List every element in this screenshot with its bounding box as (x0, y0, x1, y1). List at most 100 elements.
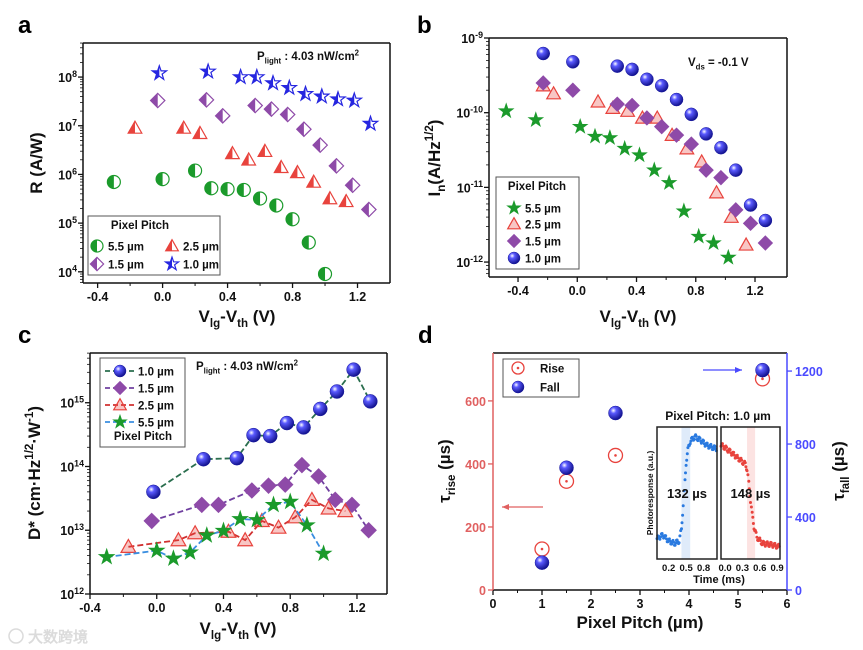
data-point (322, 190, 338, 205)
y-tick-label-part: 14 (74, 458, 84, 468)
legend-label: 5.5 µm (525, 204, 561, 216)
x-tick-label: 1.2 (746, 284, 763, 298)
inset-frame (656, 426, 718, 560)
y-axis-label-part: (A/Hz (425, 141, 444, 184)
data-point-shape (639, 110, 655, 126)
data-point-shape (608, 405, 623, 421)
legend-marker (90, 239, 104, 253)
data-point (246, 427, 261, 443)
data-point-dot (614, 454, 617, 457)
annotation-part: V (688, 57, 696, 69)
data-point (285, 212, 300, 227)
data-point-shape (742, 215, 759, 232)
data-point-shape (303, 491, 321, 507)
data-point-shape (535, 75, 551, 91)
data-point-shape (640, 72, 654, 87)
y-axis-label-part: n (436, 185, 448, 192)
data-point (293, 456, 311, 474)
data-point-shape (229, 450, 245, 466)
data-point (346, 362, 361, 377)
y-axis-label-part: rise (446, 474, 458, 495)
y-axis-label-part: (µs) (435, 439, 454, 474)
x-tick-label: 0.4 (628, 284, 645, 298)
data-point (608, 405, 623, 421)
data-point-shape (236, 531, 254, 547)
inset-data-point (747, 487, 751, 491)
data-point (106, 174, 121, 190)
annotation-part: = -0.1 V (705, 57, 749, 69)
data-point-fill (221, 182, 228, 196)
data-point-shape (327, 491, 344, 509)
data-point (198, 91, 215, 108)
legend-marker (164, 238, 180, 252)
legend-marker-fill (165, 257, 172, 270)
series-2-5-m (119, 491, 354, 553)
data-point (149, 92, 166, 109)
data-point (146, 484, 161, 500)
x-axis-label: Pixel Pitch (µm) (577, 613, 704, 632)
data-point (565, 82, 581, 98)
legend-marker-shape (506, 199, 522, 215)
data-point-shape (363, 394, 378, 409)
x-axis-label-part: (V) (249, 619, 276, 638)
data-point-shape (286, 508, 304, 524)
data-point-shape (705, 234, 722, 251)
data-point-shape (243, 482, 261, 499)
legend-marker (511, 380, 525, 394)
y-tick-label-part: 10 (461, 32, 475, 46)
data-point-shape (246, 427, 261, 443)
data-point (236, 182, 251, 198)
data-point-shape (527, 111, 545, 128)
series-1-0-m (150, 62, 380, 132)
data-point-shape (728, 202, 744, 218)
data-point (279, 106, 296, 123)
y-tick-label-part: 7 (72, 118, 77, 128)
inset-data-point (677, 541, 681, 545)
y-right-axis-label: τfall (µs) (829, 441, 852, 501)
legend-marker (507, 251, 521, 265)
y-tick-label: 1014 (60, 458, 84, 474)
inset-data-point (694, 434, 698, 438)
data-point-shape (336, 502, 354, 518)
data-point-shape (279, 415, 295, 431)
y-tick-label-part: 10 (456, 256, 470, 270)
inset: 0.2 0.5 0.8 132 µs 0.0 0.3 0.6 0.9 148 µs Pixel P… (645, 409, 784, 586)
y-tick-label-part: 10 (60, 460, 74, 474)
data-point (660, 174, 678, 190)
inset-data-point (740, 458, 744, 462)
x-axis-label-part: th (638, 318, 649, 330)
data-point-shape (312, 87, 331, 105)
data-point (276, 476, 294, 493)
x-axis-label-part: lg (210, 318, 220, 330)
data-point (698, 162, 714, 178)
y-tick-label-part: 10 (58, 217, 72, 231)
data-point (270, 519, 287, 534)
data-point (527, 111, 545, 128)
legend-label: 5.5 µm (138, 418, 174, 430)
legend-label: Fall (540, 383, 560, 395)
data-point-shape (262, 428, 278, 444)
legend-marker-fill (165, 239, 172, 251)
data-point (127, 119, 143, 134)
data-point (669, 92, 684, 107)
data-point-fill (306, 175, 314, 188)
data-point (653, 118, 670, 135)
data-point (668, 127, 685, 143)
y-tick-label: 10-12 (456, 254, 483, 270)
data-point-shape (170, 531, 187, 547)
data-point-shape (97, 547, 116, 565)
data-point-fill (249, 69, 257, 84)
data-point (186, 524, 204, 540)
inset-data-point (749, 505, 753, 509)
y-axis-label-part: ) (25, 406, 44, 412)
data-point (601, 129, 619, 145)
series-line (152, 368, 372, 493)
annotation: Plight : 4.03 nW/cm2 (196, 358, 299, 375)
data-point (262, 428, 278, 444)
data-point-shape (684, 107, 699, 122)
data-point (625, 62, 639, 77)
data-point (231, 67, 250, 85)
x-axis-label: Vlg-Vth (V) (199, 307, 276, 330)
legend-label: 5.5 µm (108, 242, 144, 254)
inset-data-point (705, 441, 709, 445)
